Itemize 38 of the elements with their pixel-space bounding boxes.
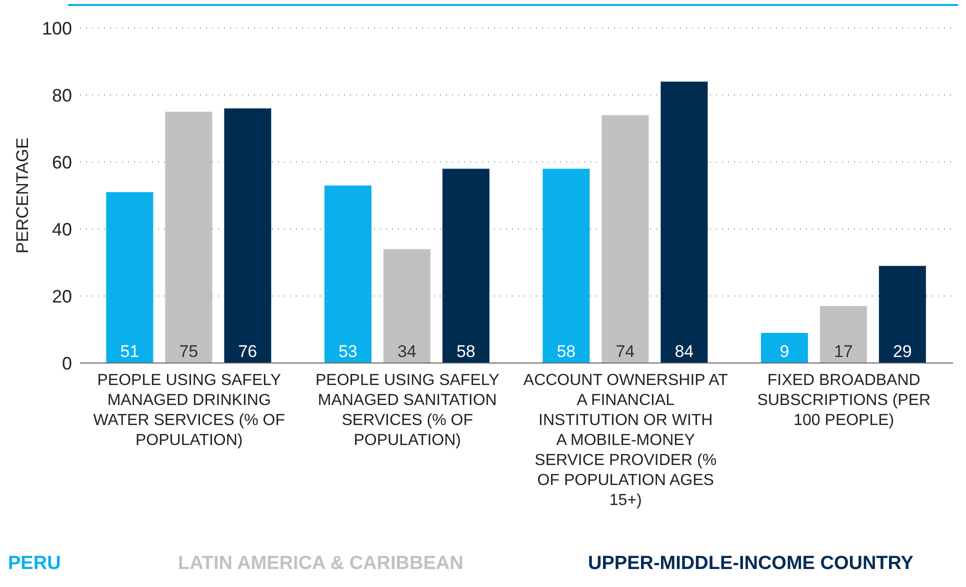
y-axis-title: PERCENTAGE [13,138,32,254]
bar [383,249,430,363]
bar [324,185,372,363]
x-tick-label: ACCOUNT OWNERSHIP AT A FINANCIAL INSTITUTION OR WITH A MOBILE-MONEY SERVICE PROVIDER (% OF POPULATION AGES 15+) [523,372,728,509]
x-tick-label: PEOPLE USING SAFELY MANAGED DRINKING WATER SERVICES (% OF POPULATION) [93,372,286,449]
y-tick-label: 100 [42,18,72,38]
bar [542,168,590,363]
y-tick-label: 20 [52,286,72,306]
data-label: 34 [397,342,416,361]
bar [602,115,649,363]
data-label: 75 [179,342,198,361]
data-label: 76 [238,342,258,361]
data-label: 84 [674,342,694,361]
data-label: 74 [616,342,635,361]
text: UPPER-MIDDLE-INCOME COUNTRY [588,553,914,575]
y-tick-label: 60 [52,152,72,172]
bar [442,168,490,363]
bar [660,82,708,363]
data-label: 53 [338,342,358,361]
x-tick-label: FIXED BROADBAND SUBSCRIPTIONS (PER 100 PEOPLE) [757,372,931,429]
bar [878,266,926,363]
y-tick-label: 80 [52,85,72,106]
text: PERU [8,553,62,575]
data-label: 58 [456,342,476,361]
data-label: 9 [780,342,790,361]
bar [165,112,212,363]
bar [820,306,867,363]
bar [224,108,272,363]
bar [760,332,808,363]
data-label: 51 [120,342,140,361]
data-label: 29 [892,342,912,361]
data-label: 17 [834,342,853,361]
bar [106,192,154,363]
y-tick-label: 40 [52,219,72,240]
text: LATIN AMERICA & CARIBBEAN [178,553,464,575]
y-tick-label: 0 [62,353,72,374]
x-tick-label: PEOPLE USING SAFELY MANAGED SANITATION SERVICES (% OF POPULATION) [315,372,500,449]
data-label: 58 [556,342,576,361]
